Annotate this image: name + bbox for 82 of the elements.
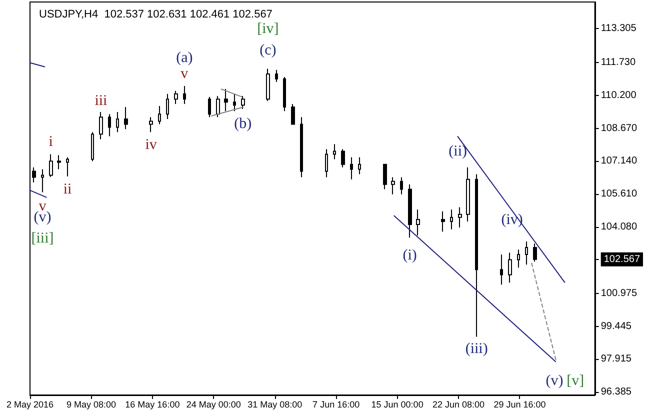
candlestick bbox=[32, 166, 36, 183]
candlestick bbox=[266, 68, 270, 102]
x-tick-label: 16 May 16:00 bbox=[125, 400, 180, 410]
annotation: (c) bbox=[260, 42, 276, 59]
candlestick bbox=[341, 148, 345, 168]
y-tick-label: 99.445 bbox=[600, 320, 632, 332]
annotation: i bbox=[48, 134, 53, 150]
annotation: ii bbox=[63, 181, 72, 198]
annotation: (a) bbox=[176, 50, 193, 66]
candlestick bbox=[400, 176, 403, 195]
candlestick bbox=[517, 249, 520, 268]
candlestick bbox=[300, 116, 303, 178]
candlestick bbox=[441, 210, 445, 232]
candlestick bbox=[358, 156, 361, 175]
annotation: (ii) bbox=[448, 143, 467, 160]
candlestick bbox=[450, 208, 453, 230]
candlestick bbox=[216, 96, 220, 118]
candlestick bbox=[233, 93, 236, 112]
candlestick bbox=[91, 132, 94, 162]
y-tick-label: 97.915 bbox=[600, 354, 632, 365]
candlestick bbox=[108, 114, 111, 137]
candlestick bbox=[458, 206, 462, 228]
candlestick bbox=[416, 208, 420, 236]
candlestick bbox=[124, 106, 128, 130]
candlestick bbox=[41, 168, 44, 193]
candlestick bbox=[66, 156, 69, 177]
annotation: [iv] bbox=[257, 20, 279, 37]
candlestick bbox=[149, 116, 153, 133]
candlestick bbox=[158, 105, 161, 125]
annotation: [iii] bbox=[31, 230, 54, 246]
candlestick bbox=[116, 111, 119, 133]
text: USDJPY,H4 102.537 102.631 102.461 102.567 bbox=[39, 8, 272, 20]
x-tick-label: 31 May 08:00 bbox=[248, 400, 302, 410]
annotation: iv bbox=[145, 137, 158, 154]
candlestick bbox=[350, 156, 353, 180]
annotation: (iii) bbox=[465, 340, 488, 357]
candlestick bbox=[333, 144, 336, 160]
annotation: (i) bbox=[402, 248, 417, 264]
candlestick bbox=[183, 85, 186, 105]
x-tick-label: 24 May 00:00 bbox=[186, 400, 241, 410]
y-tick-label: 105.610 bbox=[600, 188, 638, 200]
candlestick bbox=[57, 154, 61, 170]
candlestick bbox=[508, 252, 512, 284]
x-tick-label: 22 Jun 08:00 bbox=[432, 400, 485, 410]
candlestick bbox=[275, 69, 278, 82]
candlestick bbox=[466, 166, 470, 222]
candlestick bbox=[166, 93, 169, 120]
y-tick-label: 107.140 bbox=[600, 156, 638, 167]
candlestick bbox=[208, 96, 211, 118]
candlestick bbox=[174, 90, 178, 105]
candlestick bbox=[408, 184, 412, 238]
annotation: (b) bbox=[234, 116, 252, 132]
y-tick-label: 111.730 bbox=[600, 57, 636, 68]
y-tick-label: 96.385 bbox=[600, 386, 632, 398]
candlestick bbox=[533, 243, 537, 262]
y-tick-label: 102.567 bbox=[604, 254, 640, 265]
annotation: v bbox=[180, 66, 189, 82]
y-tick-label: 113.305 bbox=[600, 23, 637, 34]
candlestick bbox=[283, 76, 286, 112]
x-tick-label: 9 May 08:00 bbox=[66, 400, 116, 410]
annotation: (v) bbox=[546, 373, 564, 390]
y-tick-label: 100.975 bbox=[600, 288, 638, 300]
x-tick-label: 29 Jun 16:00 bbox=[494, 400, 546, 410]
candlestick bbox=[49, 154, 53, 178]
candlestick bbox=[224, 88, 228, 112]
candlestick bbox=[475, 174, 478, 338]
candlestick bbox=[99, 111, 103, 140]
x-tick-label: 7 Jun 16:00 bbox=[312, 400, 360, 410]
x-tick-label: 2 May 2016 bbox=[6, 400, 54, 410]
candlestick bbox=[391, 176, 395, 195]
y-tick-label: 108.670 bbox=[600, 122, 638, 134]
candlestick bbox=[525, 240, 528, 266]
annotation: iii bbox=[94, 93, 108, 109]
x-tick-label: 15 Jun 00:00 bbox=[371, 400, 424, 410]
candlestick bbox=[383, 164, 387, 190]
candlestick bbox=[500, 254, 503, 286]
candlestick bbox=[241, 96, 245, 110]
y-tick-label: 104.080 bbox=[600, 221, 638, 232]
y-tick-label: 110.200 bbox=[600, 90, 637, 101]
annotation: [v] bbox=[566, 373, 584, 390]
candlestick bbox=[291, 104, 295, 125]
candlestick bbox=[325, 148, 328, 178]
